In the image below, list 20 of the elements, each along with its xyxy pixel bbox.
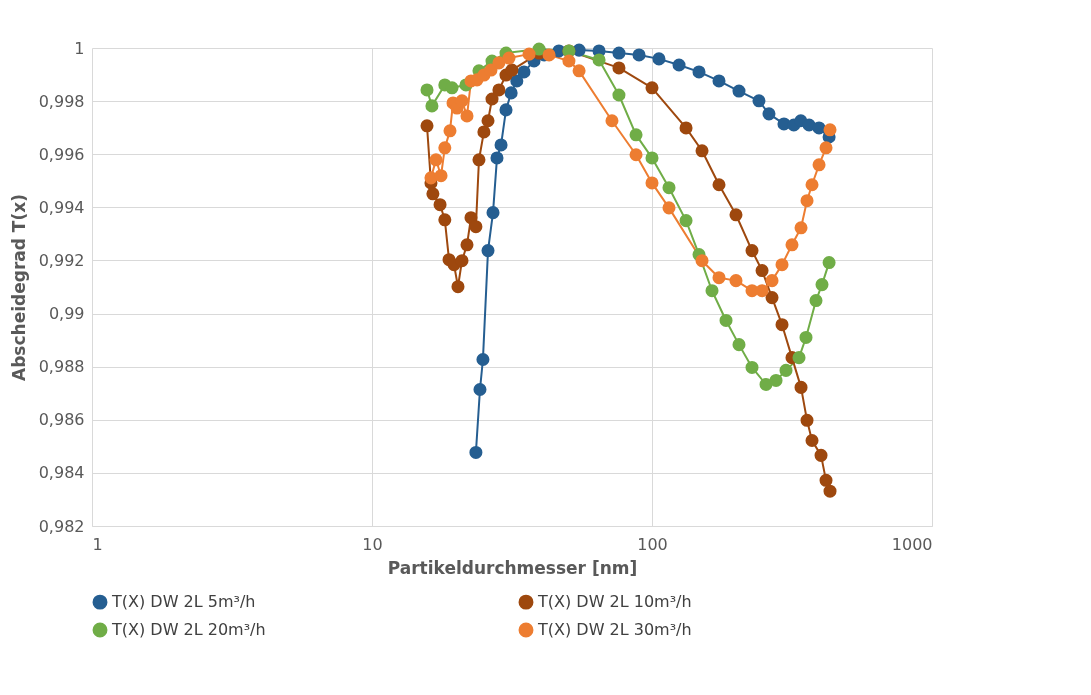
y-tick-label: 0,996 (38, 144, 85, 164)
y-tick-label: 1 (74, 38, 85, 58)
x-tick-label: 1 (92, 534, 103, 554)
y-tick-label: 0,988 (38, 357, 85, 377)
y-tick-label: 0,982 (38, 516, 85, 536)
legend-label: T(X) DW 2L 5m³/h (111, 592, 256, 612)
y-tick-label: 0,99 (48, 304, 85, 324)
y-tick-label: 0,998 (38, 91, 85, 111)
y-tick-label: 0,994 (38, 197, 85, 217)
y-axis-title: Abscheidegrad T(x) (8, 194, 29, 381)
legend-label: T(X) DW 2L 30m³/h (537, 620, 692, 639)
x-axis-title: Partikeldurchmesser [nm] (387, 557, 638, 578)
y-tick-label: 0,984 (38, 463, 85, 483)
x-tick-label: 1000 (891, 534, 933, 554)
legend-label: T(X) DW 2L 20m³/h (111, 620, 266, 639)
legend-label: T(X) DW 2L 10m³/h (537, 592, 692, 612)
x-tick-label: 100 (637, 534, 668, 554)
x-tick-label: 10 (362, 534, 383, 554)
y-tick-label: 0,992 (38, 250, 85, 270)
y-tick-label: 0,986 (38, 410, 85, 430)
